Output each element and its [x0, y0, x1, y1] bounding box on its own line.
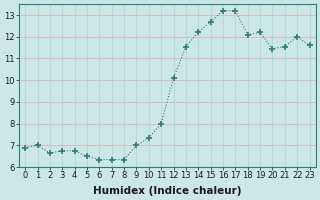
X-axis label: Humidex (Indice chaleur): Humidex (Indice chaleur) [93, 186, 242, 196]
